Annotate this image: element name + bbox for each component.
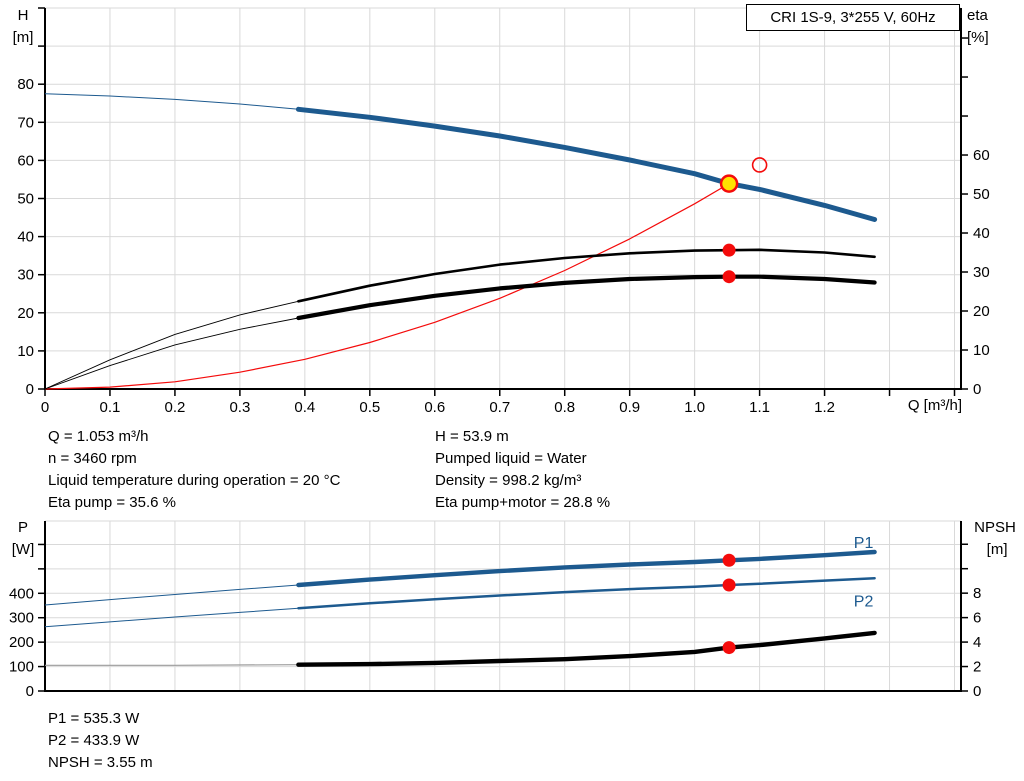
duty-point-marker	[719, 174, 739, 193]
right-axis-tick-label: 8	[973, 585, 981, 602]
right-axis-tick-label: 6	[973, 610, 981, 627]
right-axis-tick-label: 50	[973, 186, 990, 203]
left-axis-tick-label: 30	[17, 267, 34, 284]
curve-system-curve	[44, 183, 730, 390]
left-axis-tick-label: 300	[9, 610, 34, 627]
x-axis-tick-label: 0.1	[100, 399, 121, 415]
info-line-eta-pump: Eta pump = 35.6 %	[48, 494, 176, 511]
operating-point-dot	[722, 243, 736, 257]
curve-P1	[296, 549, 877, 588]
curve-P1-thin	[44, 584, 299, 606]
left-axis-tick-label: 0	[26, 381, 34, 398]
right-axis-tick-label: 40	[973, 225, 990, 242]
info-line-eta-pump-motor: Eta pump+motor = 28.8 %	[435, 494, 611, 511]
x-axis-tick-label: 0	[41, 399, 49, 415]
curve-NPSH	[296, 630, 877, 667]
info-line-p1: P1 = 535.3 W	[48, 710, 140, 727]
x-axis-tick-label: 0.4	[294, 399, 315, 415]
info-line-p2: P2 = 433.9 W	[48, 732, 140, 749]
p-axis-label: P [W]	[11, 519, 35, 558]
curve-label-P2: P2	[854, 593, 874, 610]
x-axis-tick-label: 0.7	[489, 399, 510, 415]
curve-head-thin	[44, 93, 299, 110]
left-axis-tick-label: 10	[17, 343, 34, 360]
x-axis-tick-label: 0.8	[554, 399, 575, 415]
info-line-h: H = 53.9 m	[435, 428, 509, 445]
left-axis-tick-label: 100	[9, 659, 34, 676]
left-axis-tick-label: 0	[26, 683, 34, 700]
right-axis-tick-label: 2	[973, 659, 981, 676]
left-axis-tick-label: 80	[17, 76, 34, 93]
curve-eta-pump-motor-thin	[44, 317, 299, 390]
curve-P2	[297, 576, 876, 610]
right-axis-tick-label: 0	[973, 381, 981, 398]
eta-axis-label: eta [%]	[967, 7, 989, 46]
curve-eta-pump	[297, 248, 876, 303]
right-axis-tick-label: 4	[973, 634, 981, 651]
x-axis-tick-label: 1.1	[749, 399, 770, 415]
power-info-column: P1 = 535.3 W P2 = 433.9 W NPSH = 3.55 m	[48, 708, 153, 774]
left-axis-tick-label: 60	[17, 152, 34, 169]
operating-point-dot	[722, 553, 736, 567]
left-axis-tick-label: 20	[17, 305, 34, 322]
operating-point-dot	[722, 641, 736, 655]
x-axis-tick-label: 0.5	[359, 399, 380, 415]
left-axis-tick-label: 70	[17, 114, 34, 131]
info-line-liquid-temp: Liquid temperature during operation = 20…	[48, 472, 341, 489]
left-axis-tick-label: 200	[9, 634, 34, 651]
duty-info-right-column: H = 53.9 m Pumped liquid = Water Density…	[435, 426, 610, 514]
curve-eta-pump-motor	[296, 274, 877, 321]
h-axis-label: H [m]	[12, 7, 34, 46]
pump-type-title: CRI 1S-9, 3*255 V, 60Hz	[746, 4, 960, 31]
info-line-npsh: NPSH = 3.55 m	[48, 754, 153, 771]
info-line-q: Q = 1.053 m³/h	[48, 428, 149, 445]
right-axis-tick-label: 20	[973, 303, 990, 320]
left-axis-tick-label: 50	[17, 191, 34, 208]
curve-P2-thin	[44, 607, 299, 628]
q-axis-label: Q [m³/h]	[907, 397, 962, 414]
left-axis-tick-label: 40	[17, 229, 34, 246]
x-axis-tick-label: 0.9	[619, 399, 640, 415]
npsh-axis-label: NPSH [m]	[974, 519, 1016, 558]
operating-point-dot	[722, 270, 736, 284]
rated-point-marker	[751, 157, 768, 173]
curve-eta-pump-thin	[44, 300, 299, 390]
info-line-pumped-liquid: Pumped liquid = Water	[435, 450, 587, 467]
right-axis-tick-label: 10	[973, 342, 990, 359]
duty-info-left-column: Q = 1.053 m³/h n = 3460 rpm Liquid tempe…	[48, 426, 340, 514]
right-axis-tick-label: 0	[973, 683, 981, 700]
x-axis-tick-label: 0.3	[229, 399, 250, 415]
x-axis-tick-label: 0.6	[424, 399, 445, 415]
curve-NPSH-thin	[45, 664, 299, 666]
operating-point-dot	[722, 578, 736, 592]
x-axis-tick-label: 1.0	[684, 399, 705, 415]
right-axis-tick-label: 30	[973, 264, 990, 281]
h-q-chart: 0 10 20 30 40 50 60 70 80 0 10 20 30 40 50 60 0 0.1 0.2 0.3…	[17, 7, 990, 415]
power-npsh-chart: 0 100 200 300 400 0 2 4 6 8 P1 P2	[9, 520, 981, 700]
info-line-density: Density = 998.2 kg/m³	[435, 472, 582, 489]
curve-head	[295, 106, 878, 222]
curve-label-P1: P1	[854, 535, 874, 552]
x-axis-tick-label: 1.2	[814, 399, 835, 415]
info-line-speed: n = 3460 rpm	[48, 450, 137, 467]
left-axis-tick-label: 400	[9, 585, 34, 602]
right-axis-tick-label: 60	[973, 147, 990, 164]
x-axis-tick-label: 0.2	[164, 399, 185, 415]
